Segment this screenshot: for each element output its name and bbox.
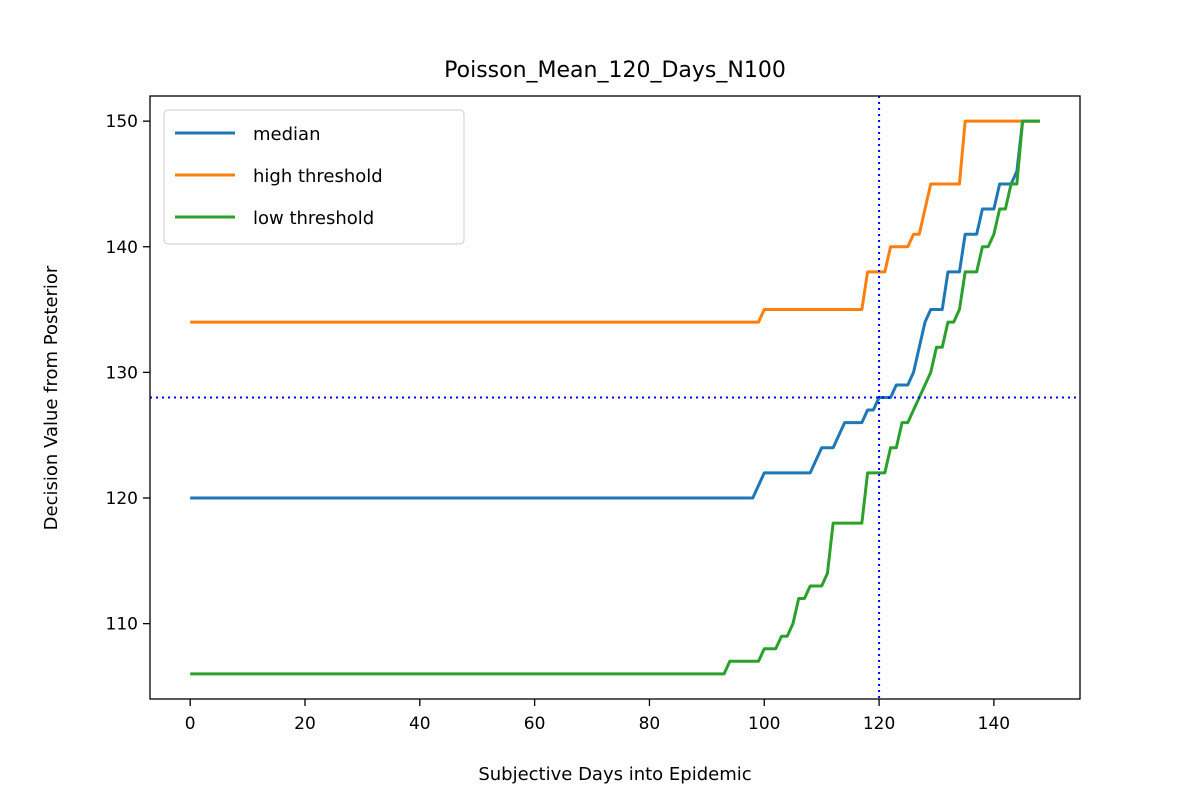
x-tick-label: 20: [294, 714, 316, 734]
x-tick-label: 60: [524, 714, 546, 734]
legend-label-low-threshold: low threshold: [253, 208, 374, 229]
y-tick-label: 120: [106, 489, 138, 509]
legend-label-high-threshold: high threshold: [253, 166, 383, 187]
y-tick-label: 140: [106, 238, 138, 258]
x-axis-label: Subjective Days into Epidemic: [478, 764, 751, 785]
x-tick-label: 0: [185, 714, 196, 734]
x-tick-label: 100: [748, 714, 780, 734]
plot-frame: [149, 95, 1081, 700]
series-line-high-threshold: [190, 119, 1040, 324]
y-axis-label: Decision Value from Posterior: [41, 265, 62, 530]
y-axis: 110 120 130 140 150: [106, 112, 150, 635]
x-tick-label: 80: [639, 714, 661, 734]
x-tick-label: 120: [863, 714, 895, 734]
legend-box: [163, 109, 465, 245]
y-tick-label: 110: [106, 615, 138, 635]
series-line-median: [190, 119, 1040, 500]
plot-area: [150, 96, 1080, 699]
x-axis: 0 20 40 60 80 100 120 140: [185, 699, 1010, 734]
legend-label-median: median: [253, 124, 320, 145]
y-tick-label: 130: [106, 363, 138, 383]
legend: median high threshold low threshold: [163, 109, 465, 245]
x-tick-label: 140: [978, 714, 1010, 734]
series-line-low-threshold: [190, 119, 1040, 676]
chart-title: Poisson_Mean_120_Days_N100: [444, 58, 786, 83]
y-tick-label: 150: [106, 112, 138, 132]
x-tick-label: 40: [409, 714, 431, 734]
